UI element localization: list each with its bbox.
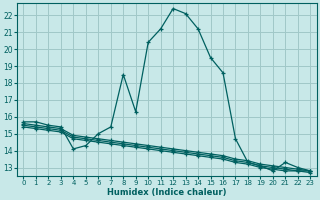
X-axis label: Humidex (Indice chaleur): Humidex (Indice chaleur) [107, 188, 227, 197]
